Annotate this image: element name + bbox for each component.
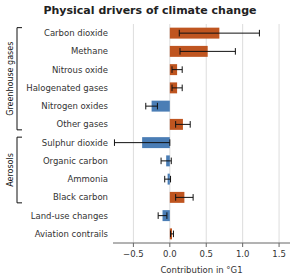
x-axis-label: Contribution in °G1 <box>160 265 242 275</box>
error-bar <box>172 85 182 92</box>
plot-area <box>114 28 259 240</box>
tick-label: 0.0 <box>163 249 177 259</box>
error-bar <box>179 30 259 37</box>
error-bar <box>176 121 191 128</box>
group-label: Aerosols <box>6 153 15 187</box>
tick-label: 1.5 <box>272 249 286 259</box>
category-label: Black carbon <box>53 192 108 202</box>
tick-mark <box>279 243 280 247</box>
error-bar <box>171 231 174 238</box>
tick-mark <box>206 243 207 247</box>
tick-label: 1.0 <box>236 249 250 259</box>
tick-label: −0.5 <box>123 249 144 259</box>
chart: Physical drivers of climate change Carbon… <box>0 0 300 279</box>
x-axis: −0.5 0.0 0.5 1.0 1.5 <box>113 243 290 259</box>
error-bar <box>180 48 235 55</box>
tick-mark <box>242 243 243 247</box>
category-label: Carbon dioxide <box>44 28 108 38</box>
category-label: Other gases <box>56 119 108 129</box>
x-axis-line <box>113 243 290 244</box>
category-label: Halogenated gases <box>26 83 108 93</box>
bracket <box>17 137 22 203</box>
error-bar <box>158 212 167 219</box>
grid-line <box>133 24 134 243</box>
tick-mark <box>169 243 170 247</box>
error-bar <box>114 139 169 146</box>
title: Physical drivers of climate change <box>43 4 256 17</box>
grid-line <box>279 24 280 243</box>
tick-label: 0.5 <box>199 249 213 259</box>
error-bar <box>165 176 171 183</box>
category-label: Nitrogen oxides <box>41 101 108 111</box>
grid-line <box>242 24 243 243</box>
error-bar <box>176 194 193 201</box>
error-bar <box>146 103 158 110</box>
group-brackets: Greenhouse gases Aerosols <box>6 28 23 203</box>
group-label: Greenhouse gases <box>6 42 15 116</box>
bracket <box>17 28 22 130</box>
category-label: Aviation contrails <box>35 229 109 239</box>
category-label: Ammonia <box>67 174 108 184</box>
error-bar <box>172 66 182 73</box>
category-label: Nitrous oxide <box>52 65 108 75</box>
y-axis-labels: Carbon dioxide Methane Nitrous oxide Haloge… <box>26 28 108 239</box>
category-label: Organic carbon <box>43 156 108 166</box>
category-label: Sulphur dioxide <box>42 138 108 148</box>
tick-mark <box>133 243 134 247</box>
error-bar <box>161 158 171 165</box>
grid <box>133 24 279 243</box>
category-label: Methane <box>71 46 108 56</box>
category-label: Land-use changes <box>31 211 109 221</box>
